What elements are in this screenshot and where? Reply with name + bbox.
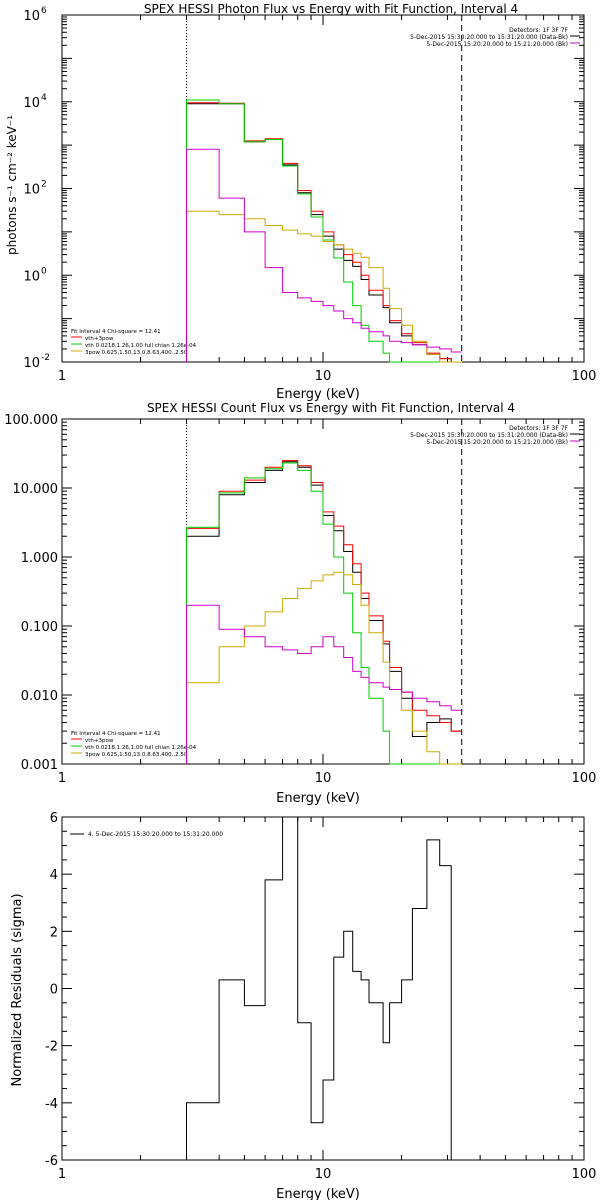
y-tick-exponent: 6 — [41, 6, 47, 16]
x-tick-label: 100 — [572, 1167, 597, 1182]
data-series-line — [186, 148, 462, 362]
x-tick-label: 1 — [58, 369, 66, 384]
plot-frame — [61, 14, 585, 363]
y-tick-label: 10.000 — [13, 482, 59, 497]
y-tick-label: 10 — [23, 9, 40, 24]
data-series-line — [186, 461, 462, 764]
data-series-line — [186, 460, 462, 764]
y-tick-label: 0.100 — [21, 620, 58, 635]
y-tick-label: 10 — [23, 183, 40, 198]
x-tick-label: 10 — [315, 369, 332, 384]
y-axis-label: photons s⁻¹ cm⁻² keV⁻¹ — [5, 115, 19, 255]
count-flux-panel: SPEX HESSI Count Flux vs Energy with Fit… — [4, 401, 596, 806]
y-tick-label: -4 — [45, 1097, 58, 1112]
chart-title: SPEX HESSI Count Flux vs Energy with Fit… — [147, 401, 515, 415]
y-tick-label: 100.000 — [4, 413, 58, 428]
x-tick-label: 10 — [315, 771, 332, 786]
y-tick-exponent: -2 — [41, 353, 50, 363]
y-tick-exponent: 4 — [41, 93, 47, 103]
fit-legend-entry: vth 0.0218,1.26,1.00 full chian 1.26e-04 — [85, 745, 197, 751]
info-line: 5-Dec-2015 15:30:20.000 to 15:31:20.000 … — [410, 432, 568, 439]
residuals-panel: Normalized Residuals (sigma) Energy (keV… — [10, 811, 596, 1200]
y-tick-label: 4 — [50, 868, 58, 883]
photon-flux-panel: SPEX HESSI Photon Flux vs Energy with Fi… — [5, 2, 596, 402]
x-tick-label: 100 — [572, 369, 597, 384]
info-text: Detectors: 1F 3F 7F 5-Dec-2015 15:30:20.… — [410, 425, 568, 446]
y-tick-label: 10 — [23, 96, 40, 111]
x-tick-label: 10 — [315, 1167, 332, 1182]
data-series-line — [186, 604, 462, 764]
y-tick-label: 1.000 — [21, 551, 58, 566]
fit-legend-entry: vth+3pow — [85, 738, 114, 744]
plot-frame — [61, 418, 585, 765]
y-tick-exponent: 0 — [41, 266, 47, 276]
data-series-line — [186, 210, 462, 363]
chart-title: SPEX HESSI Photon Flux vs Energy with Fi… — [144, 2, 518, 16]
x-axis-label: Energy (keV) — [276, 791, 360, 806]
y-tick-label: -2 — [45, 1040, 58, 1055]
legend-entry: 4. 5-Dec-2015 15:30:20.000 to 15:31:20.0… — [88, 831, 223, 838]
data-series-line — [186, 816, 462, 1161]
info-text: Detectors: 1F 3F 7F 5-Dec-2015 15:30:20.… — [410, 27, 568, 48]
data-series-line — [186, 103, 462, 363]
x-axis-label: Energy (keV) — [276, 387, 360, 402]
info-line: 5-Dec-2015 15:20:20.000 to 15:21:20.000 … — [426, 439, 568, 446]
data-series-line — [186, 99, 462, 363]
fit-legend-title: Fit Interval 4 Chi-square = 12.41 — [71, 329, 161, 335]
y-tick-label: 10 — [23, 356, 40, 371]
fit-legend-title: Fit Interval 4 Chi-square = 12.41 — [71, 731, 161, 737]
data-series-line — [186, 571, 462, 765]
info-line: 5-Dec-2015 15:30:20.000 to 15:31:20.000 … — [410, 34, 568, 41]
fit-legend-entry: vth 0.0218,1.26,1.00 full chian 1.26e-04 — [85, 343, 197, 349]
info-line: Detectors: 1F 3F 7F — [509, 425, 568, 432]
fit-legend-entry: vth+3pow — [85, 336, 114, 342]
y-tick-exponent: 2 — [41, 180, 47, 190]
x-tick-label: 1 — [58, 771, 66, 786]
fit-legend: Fit Interval 4 Chi-square = 12.41 vth+3p… — [71, 329, 197, 356]
y-axis-label: Normalized Residuals (sigma) — [10, 893, 25, 1086]
info-line: Detectors: 1F 3F 7F — [509, 27, 568, 34]
y-tick-label: 0 — [50, 983, 58, 998]
y-tick-label: 0.010 — [21, 689, 58, 704]
fit-legend-entry: 3pow 0.625,1.50,13.0,8.63,400.,2.50 — [85, 350, 188, 356]
data-series-line — [186, 102, 462, 363]
y-tick-label: -6 — [45, 1154, 58, 1169]
fit-legend-entry: 3pow 0.625,1.50,13.0,8.63,400.,2.50 — [85, 752, 188, 758]
fit-legend: Fit Interval 4 Chi-square = 12.41 vth+3p… — [71, 731, 197, 758]
x-tick-label: 1 — [58, 1167, 66, 1182]
x-axis-label: Energy (keV) — [276, 1187, 360, 1200]
y-tick-label: 2 — [50, 925, 58, 940]
y-tick-label: 6 — [50, 811, 58, 826]
data-series-line — [186, 462, 462, 765]
x-tick-label: 100 — [572, 771, 597, 786]
y-tick-label: 10 — [23, 269, 40, 284]
info-line: 5-Dec-2015 15:20:20.000 to 15:21:20.000 … — [426, 41, 568, 48]
y-tick-label: 0.001 — [21, 758, 58, 773]
